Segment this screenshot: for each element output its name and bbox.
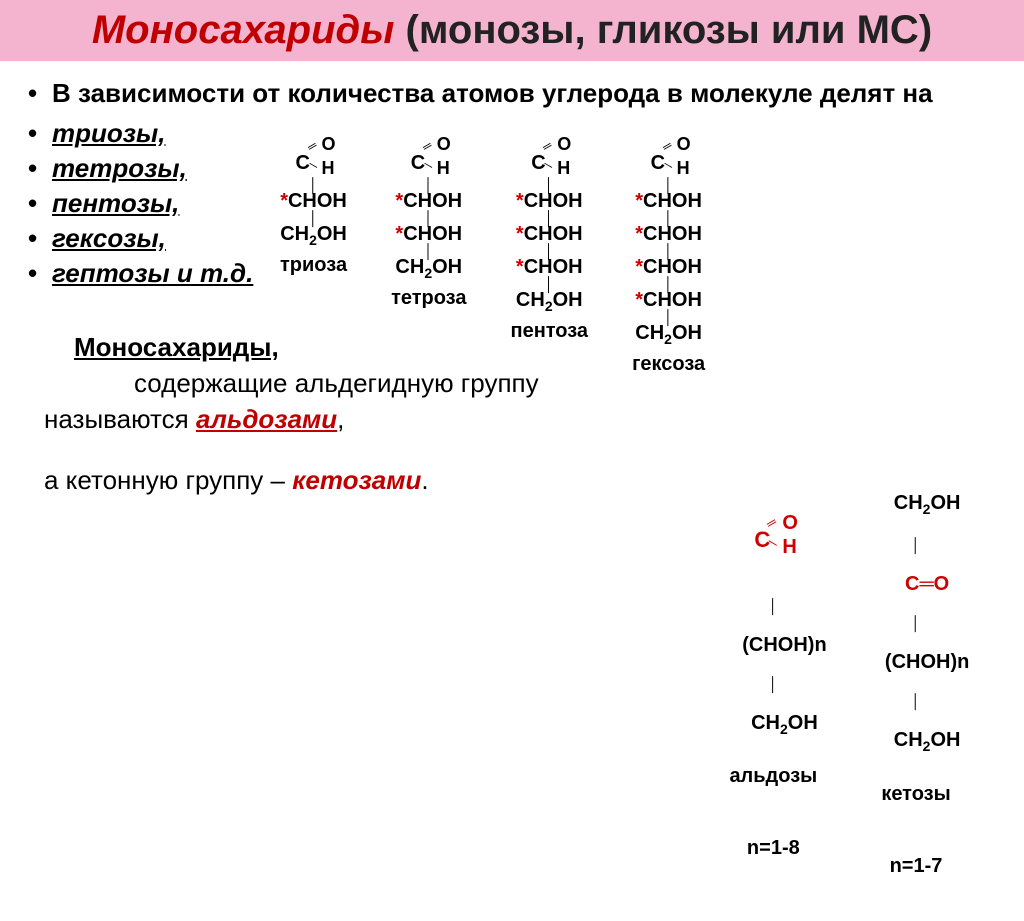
- ketose-generic: CH2OH │ C═O │ (CHOH)n │ CH2OH кетозы n=1…: [863, 470, 970, 921]
- title-sub: (монозы, гликозы или МС): [394, 8, 932, 52]
- sugar-structure: COH═─│*CHOH│*CHOH│CH2OHтетроза: [391, 139, 466, 310]
- content: В зависимости от количества атомов углер…: [0, 61, 1024, 508]
- sugar-structures-row: COH═─│*CHOH│CH2OHтриоза COH═─│*CHOH│*CHOH…: [280, 139, 705, 376]
- ketose-body: (CHOH)n: [885, 651, 969, 673]
- def-ketose: кетозами: [292, 465, 421, 495]
- sugar-structure: COH═─│*CHOH│CH2OHтриоза: [280, 139, 347, 277]
- ketose-label: кетозы: [863, 783, 970, 805]
- generic-formulas: C O H ═ ─ │ (CHOH)n │ CH2OH альдозы n=1-…: [720, 470, 969, 921]
- def-aldose: альдозами: [196, 404, 337, 434]
- sugar-label: гексоза: [632, 353, 705, 376]
- def-ketone-pre: а кетонную группу –: [44, 465, 292, 495]
- sugar-label: тетроза: [391, 287, 466, 310]
- ketose-range: n=1-7: [863, 855, 970, 877]
- sugar-structure: COH═─│*CHOH│*CHOH│*CHOH│CH2OHпентоза: [510, 139, 588, 343]
- title-main: Моносахариды: [92, 8, 395, 52]
- sugar-structure: COH═─│*CHOH│*CHOH│*CHOH│*CHOH│CH2OHгексо…: [632, 139, 705, 376]
- sugar-label: пентоза: [510, 320, 588, 343]
- ketose-co: C═O: [905, 573, 949, 595]
- title-bar: Моносахариды (монозы, гликозы или МС): [0, 0, 1024, 61]
- aldose-generic: C O H ═ ─ │ (CHOH)n │ CH2OH альдозы n=1-…: [720, 470, 827, 921]
- aldose-range: n=1-8: [720, 837, 827, 859]
- def-lead: Моносахариды,: [74, 332, 279, 362]
- intro-text: В зависимости от количества атомов углер…: [24, 77, 1000, 110]
- aldose-label: альдозы: [720, 765, 827, 787]
- sugar-label: триоза: [280, 254, 347, 277]
- def-called: называются: [44, 404, 196, 434]
